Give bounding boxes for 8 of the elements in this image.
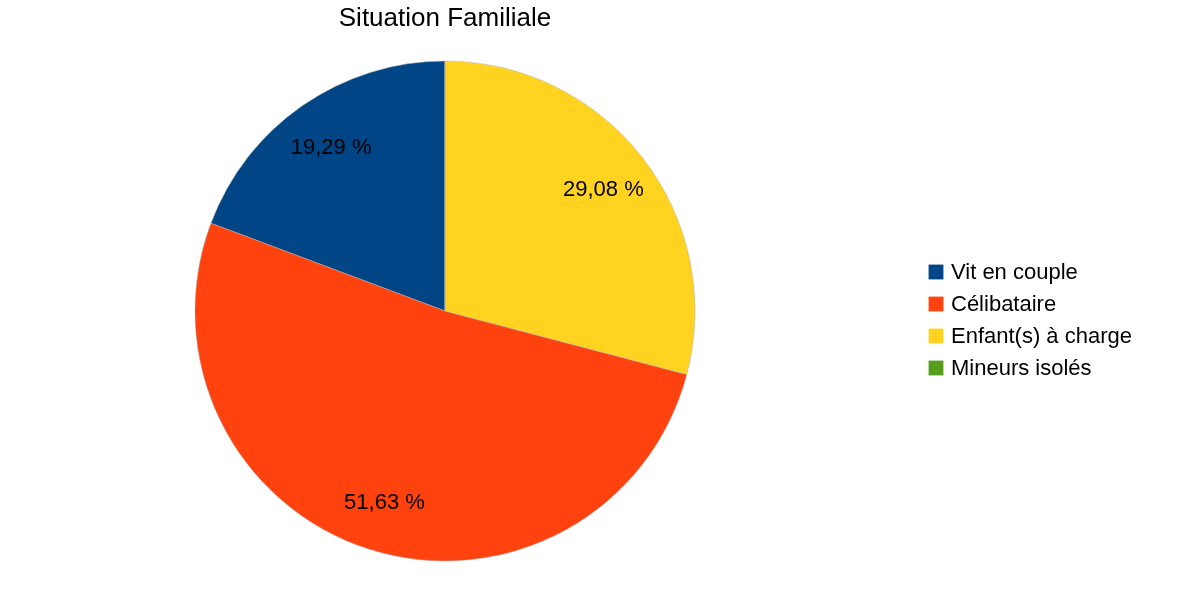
data-label: 19,29 %	[290, 133, 372, 159]
legend-label: Vit en couple	[951, 259, 1078, 284]
legend-label: Enfant(s) à charge	[951, 323, 1132, 348]
legend-label: Célibataire	[951, 291, 1057, 316]
data-label: 29,08 %	[562, 175, 644, 201]
chart-title: Situation Familiale	[338, 2, 552, 32]
data-label: 51,63 %	[344, 488, 425, 514]
legend-label: Mineurs isolés	[951, 355, 1092, 380]
